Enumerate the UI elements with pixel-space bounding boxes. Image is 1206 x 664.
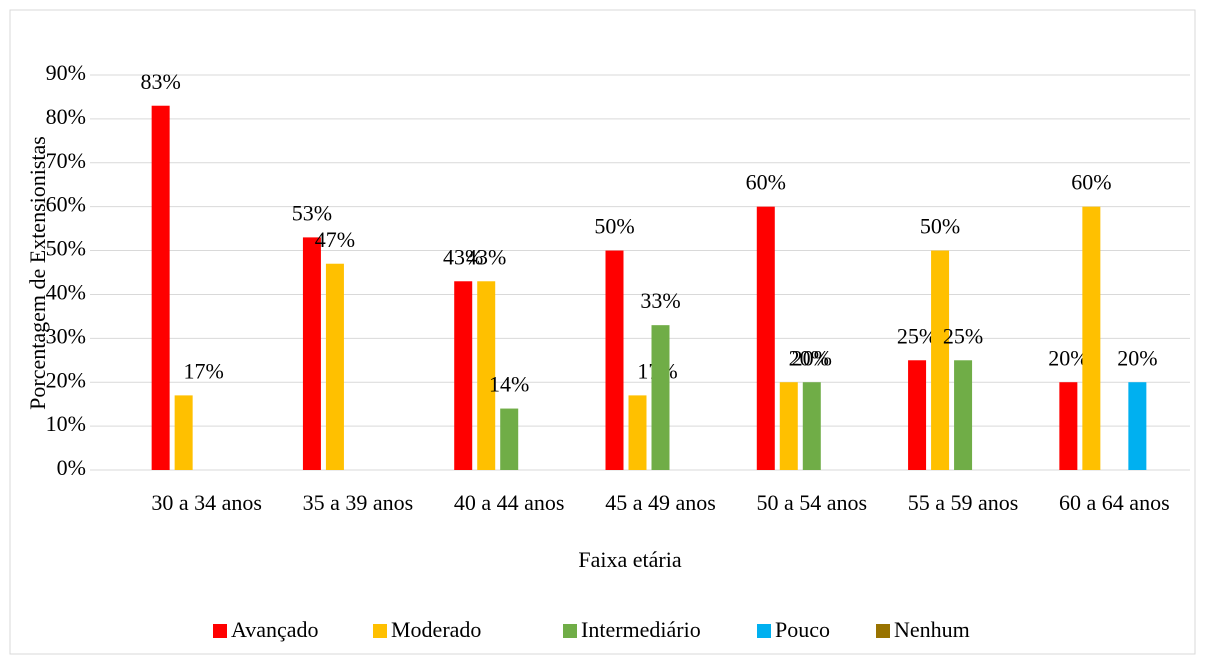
bar — [756, 206, 775, 470]
data-label: 20% — [1117, 345, 1157, 370]
legend-swatch — [757, 624, 771, 638]
bar — [628, 395, 647, 470]
data-label: 43% — [443, 244, 483, 269]
y-tick-label: 80% — [46, 104, 86, 129]
legend-label: Avançado — [231, 617, 319, 642]
data-label: 53% — [292, 200, 332, 225]
legend-swatch — [876, 624, 890, 638]
data-label: 43% — [466, 244, 506, 269]
data-label: 33% — [640, 288, 680, 313]
bar — [1128, 382, 1147, 470]
data-label: 25% — [897, 323, 937, 348]
bar — [302, 237, 321, 470]
x-tick-label: 45 a 49 anos — [605, 490, 716, 515]
bar — [1059, 382, 1078, 470]
data-label: 83% — [140, 69, 180, 94]
y-tick-label: 90% — [46, 60, 86, 85]
bar — [325, 263, 344, 470]
x-axis-title: Faixa etária — [578, 547, 681, 572]
bar — [1082, 206, 1101, 470]
legend-swatch — [373, 624, 387, 638]
data-label: 14% — [489, 372, 529, 397]
bar — [605, 250, 624, 470]
y-tick-label: 60% — [46, 192, 86, 217]
data-label: 17% — [183, 358, 223, 383]
data-label: 50% — [920, 214, 960, 239]
x-tick-label: 35 a 39 anos — [303, 490, 414, 515]
x-tick-label: 60 a 64 anos — [1059, 490, 1170, 515]
x-tick-label: 40 a 44 anos — [454, 490, 565, 515]
bar — [454, 281, 473, 470]
x-tick-label: 50 a 54 anos — [756, 490, 867, 515]
data-label: 60% — [1071, 170, 1111, 195]
y-tick-label: 20% — [46, 367, 86, 392]
legend-label: Nenhum — [894, 617, 970, 642]
data-label: 50% — [594, 214, 634, 239]
data-label: 20% — [1048, 345, 1088, 370]
y-tick-label: 50% — [46, 236, 86, 261]
bar — [151, 105, 170, 470]
legend-swatch — [563, 624, 577, 638]
data-label: 20% — [789, 345, 829, 370]
bar — [802, 382, 821, 470]
y-tick-label: 70% — [46, 148, 86, 173]
y-tick-label: 10% — [46, 411, 86, 436]
data-label: 25% — [943, 323, 983, 348]
legend-label: Pouco — [775, 617, 830, 642]
data-label: 47% — [315, 227, 355, 252]
y-axis-title: Porcentagem de Extensionistas — [25, 136, 50, 410]
y-tick-label: 40% — [46, 279, 86, 304]
bar — [931, 250, 950, 470]
bar — [651, 325, 670, 470]
data-label: 20% — [792, 345, 832, 370]
x-tick-label: 30 a 34 anos — [151, 490, 262, 515]
legend-swatch — [213, 624, 227, 638]
x-tick-label: 55 a 59 anos — [908, 490, 1019, 515]
bar — [500, 408, 519, 470]
bar — [954, 360, 973, 470]
legend-label: Moderado — [391, 617, 481, 642]
data-label: 60% — [746, 170, 786, 195]
bar — [174, 395, 193, 470]
chart-border — [9, 9, 1196, 655]
bar — [779, 382, 798, 470]
bar — [477, 281, 496, 470]
legend-label: Intermediário — [581, 617, 701, 642]
y-tick-label: 30% — [46, 323, 86, 348]
bar — [908, 360, 927, 470]
y-tick-label: 0% — [57, 455, 86, 480]
